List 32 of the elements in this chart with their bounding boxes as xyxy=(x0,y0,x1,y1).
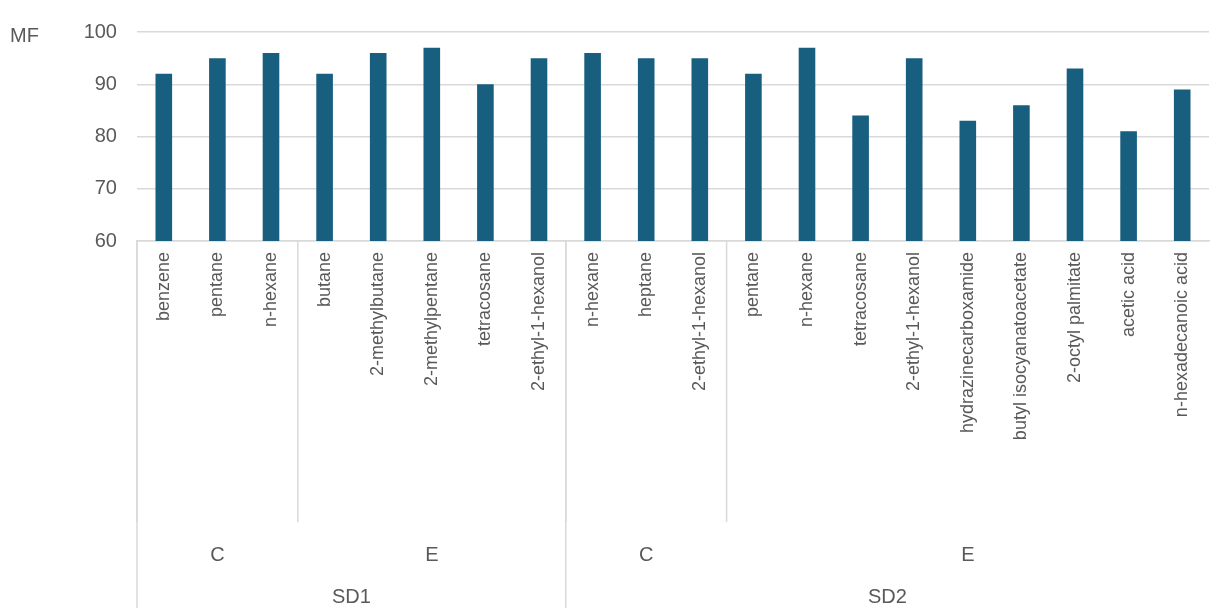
text: SD1 xyxy=(331,584,371,607)
text: C xyxy=(210,542,225,565)
text: E xyxy=(961,542,975,565)
y-axis-title: MF xyxy=(10,23,39,46)
text: SD2 xyxy=(867,584,907,607)
x-tick-label: butyl isocyanatoacetate xyxy=(1010,252,1031,441)
x-tick-label: 2-methylpentane xyxy=(420,252,441,387)
y-tick-label: 70 xyxy=(94,176,117,199)
y-tick-label: 80 xyxy=(94,124,117,147)
x-tick-label: acetic acid xyxy=(1117,252,1138,338)
x-tick-label: butane xyxy=(313,252,334,308)
x-tick-label: tetracosane xyxy=(474,252,495,347)
x-tick-label: 2-octyl palmitate xyxy=(1063,252,1084,384)
x-tick-label: 2-ethyl-1-hexanol xyxy=(527,252,548,392)
x-tick-label: heptane xyxy=(635,252,656,318)
text: C xyxy=(638,542,654,565)
x-tick-label: pentane xyxy=(206,252,227,318)
x-tick-label: 2-ethyl-1-hexanol xyxy=(903,252,924,392)
x-tick-label: n-hexane xyxy=(259,252,280,328)
x-tick-label: tetracosane xyxy=(849,252,870,347)
x-tick-label: 2-ethyl-1-hexanol xyxy=(688,252,709,392)
y-tick-label: 60 xyxy=(94,228,117,251)
y-tick-label: 90 xyxy=(94,71,117,94)
x-tick-label: pentane xyxy=(742,252,763,318)
y-tick-label: 100 xyxy=(83,19,117,42)
x-tick-label: benzene xyxy=(152,252,173,322)
x-tick-label: n-hexane xyxy=(795,252,816,328)
x-tick-label: 2-methylbutane xyxy=(367,252,388,377)
text: E xyxy=(425,542,439,565)
x-tick-label: n-hexane xyxy=(581,252,602,328)
x-tick-label: hydrazinecarboxamide xyxy=(956,252,977,434)
x-tick-label: n-hexadecanoic acid xyxy=(1171,252,1192,418)
